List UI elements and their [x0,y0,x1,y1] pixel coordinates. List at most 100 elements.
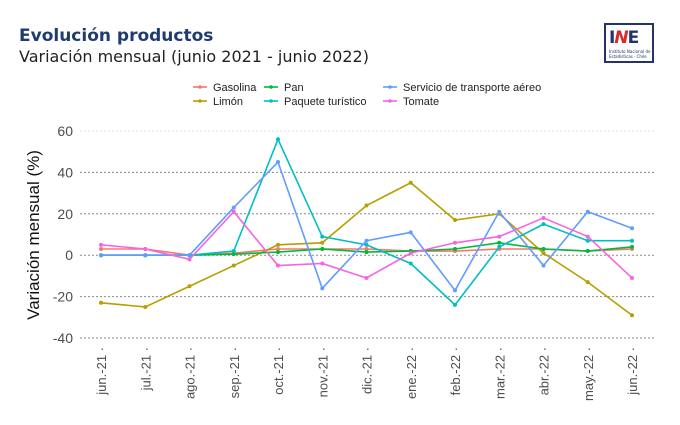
data-point [497,234,502,239]
x-tick-label: sep.-21 · [227,347,242,398]
data-point [99,300,103,305]
data-point [541,251,546,256]
data-point [585,280,590,285]
x-tick-label: nov.-21 · [315,347,330,397]
legend-label: Paquete turístico [284,96,367,108]
data-point [276,250,280,255]
logo-letters: INE [609,28,639,48]
data-point [231,205,236,210]
x-tick-label: feb.-22 · [448,347,463,395]
legend-marker [388,99,392,103]
data-point [453,218,457,223]
data-point [453,302,457,307]
legend-marker [198,85,202,89]
data-point [541,215,546,220]
data-point [541,246,546,251]
data-point [408,251,413,256]
x-tick-label: dic.-21 · [360,347,375,394]
data-point [364,250,369,255]
data-point [187,284,192,289]
data-point [99,246,103,251]
data-point [320,261,325,266]
x-tick-label: oct.-21 · [271,347,286,395]
data-point [276,137,280,142]
y-axis-ticks: -40 -20 0 20 40 60 [53,123,73,346]
x-tick-label: mar.-22 · [492,347,507,399]
y-tick-label: 60 [57,123,73,139]
data-point [320,234,325,239]
data-point [320,240,325,245]
data-point [630,313,634,318]
series-servicio-de-transporte-a-reo [99,160,634,293]
logo-caption: Instituto Nacional de Estadísticas · Chi… [609,49,651,59]
x-tick-label: jun.-21 · [94,347,109,396]
data-point [231,209,236,214]
x-tick-label: jul.-21 · [138,347,153,391]
data-point [276,263,280,268]
data-point [276,242,280,247]
data-point [364,275,369,280]
data-point [630,226,634,231]
y-tick-label: 20 [57,206,73,222]
data-point [276,246,280,251]
x-tick-label: ene.-22 · [404,347,419,399]
data-point [276,160,280,165]
x-tick-label: may.-22 · [581,347,596,401]
data-point [231,252,236,257]
legend-marker [269,99,273,103]
legend-label: Pan [284,82,304,94]
legend-label: Servicio de transporte aéreo [403,82,541,94]
data-point [143,246,148,251]
data-point [320,286,325,291]
legend-item: Limón [193,96,243,108]
legend-item: Tomate [383,96,439,108]
data-point [99,242,103,247]
data-point [364,238,369,243]
x-tick-label: jun.-22 · [625,347,640,396]
data-point [364,246,369,251]
series-lines [99,137,634,318]
x-tick-label: ago.-21 · [183,347,198,399]
data-point [585,234,590,239]
y-tick-label: 0 [65,247,73,263]
chart-title: Evolución productos [19,26,214,46]
legend-item: Gasolina [193,82,257,94]
y-tick-label: -40 [53,330,73,346]
data-point [453,246,457,251]
data-point [231,249,236,254]
legend: Gasolina Limón Pan Paquete turístico Servici… [193,82,541,108]
chart-subtitle: Variación mensual (junio 2021 - junio 20… [19,47,369,66]
x-axis-ticks: jun.-21 · jul.-21 · ago.-21 · sep.-21 · oct.… [94,347,640,401]
data-point [320,246,325,251]
data-point [541,263,546,268]
data-point [364,242,369,247]
data-point [630,238,634,243]
data-point [408,261,413,266]
data-point [187,257,192,262]
data-point [497,244,502,249]
legend-marker [269,85,273,89]
data-point [585,238,590,243]
data-point [630,244,634,249]
y-tick-label: -20 [53,289,73,305]
series-line [101,160,633,292]
legend-label: Tomate [403,96,439,108]
data-point [408,230,413,235]
x-tick-label: abr.-22 · [537,347,552,395]
legend-item: Pan [264,82,304,94]
legend-label: Gasolina [213,82,257,94]
legend-marker [198,99,202,103]
data-point [585,249,590,254]
data-point [585,209,590,214]
ine-logo: INE Instituto Nacional de Estadísticas ·… [604,23,654,63]
data-point [364,203,369,208]
data-point [630,275,634,280]
data-point [453,288,457,293]
legend-item: Servicio de transporte aéreo [383,82,541,94]
data-point [541,222,546,227]
data-point [408,180,413,185]
data-point [143,253,148,258]
data-point [99,253,103,258]
legend-item: Paquete turístico [264,96,367,108]
